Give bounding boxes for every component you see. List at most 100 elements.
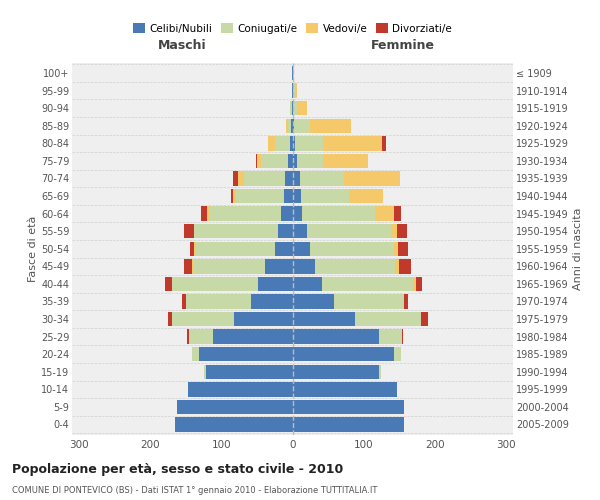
Bar — [293, 312, 355, 326]
Bar — [194, 242, 293, 256]
Bar — [293, 242, 408, 256]
Bar — [293, 400, 404, 414]
Bar — [177, 400, 293, 414]
Bar — [165, 276, 293, 291]
Bar — [292, 66, 293, 80]
Bar — [275, 136, 293, 150]
Bar — [293, 312, 421, 326]
Bar — [293, 400, 404, 414]
Bar — [293, 136, 386, 150]
Bar — [168, 312, 293, 326]
Bar — [293, 84, 295, 98]
Bar — [187, 330, 293, 344]
Bar — [233, 172, 293, 185]
Bar — [293, 118, 351, 133]
Bar — [293, 382, 397, 396]
Bar — [201, 206, 293, 221]
Bar — [293, 172, 400, 185]
Bar — [292, 101, 293, 116]
Bar — [186, 294, 293, 308]
Bar — [209, 206, 293, 221]
Bar — [190, 330, 293, 344]
Bar — [293, 136, 295, 150]
Bar — [293, 154, 368, 168]
Bar — [293, 294, 403, 308]
Bar — [196, 242, 293, 256]
Bar — [293, 259, 411, 274]
Bar — [293, 206, 375, 221]
Bar — [256, 154, 293, 168]
Bar — [188, 330, 293, 344]
Bar — [293, 364, 381, 379]
Bar — [293, 172, 299, 185]
Bar — [293, 276, 422, 291]
Bar — [292, 84, 293, 98]
Bar — [293, 347, 401, 362]
Bar — [281, 206, 293, 221]
Bar — [194, 224, 293, 238]
Bar — [175, 418, 293, 432]
Bar — [184, 224, 293, 238]
Bar — [172, 276, 293, 291]
Bar — [259, 276, 293, 291]
Bar — [188, 382, 293, 396]
Bar — [177, 400, 293, 414]
Bar — [293, 118, 310, 133]
Bar — [265, 259, 293, 274]
Bar — [293, 66, 294, 80]
Bar — [293, 136, 323, 150]
Bar — [177, 400, 293, 414]
Bar — [293, 101, 307, 116]
Bar — [236, 189, 293, 203]
Bar — [278, 224, 293, 238]
Bar — [293, 259, 315, 274]
Bar — [293, 259, 395, 274]
Bar — [293, 347, 401, 362]
Bar — [293, 330, 403, 344]
Bar — [293, 294, 404, 308]
Bar — [268, 136, 293, 150]
Bar — [293, 312, 428, 326]
Bar — [293, 154, 323, 168]
Bar — [293, 224, 407, 238]
Bar — [293, 259, 399, 274]
Bar — [293, 382, 397, 396]
Bar — [234, 312, 293, 326]
Bar — [293, 382, 397, 396]
Bar — [293, 418, 404, 432]
Bar — [268, 136, 293, 150]
Bar — [293, 154, 368, 168]
Bar — [257, 154, 293, 168]
Text: Maschi: Maschi — [158, 39, 206, 52]
Bar — [194, 224, 293, 238]
Bar — [293, 189, 383, 203]
Bar — [293, 172, 344, 185]
Bar — [293, 224, 397, 238]
Bar — [188, 382, 293, 396]
Bar — [193, 259, 293, 274]
Bar — [175, 418, 293, 432]
Bar — [204, 364, 293, 379]
Bar — [293, 101, 307, 116]
Bar — [293, 347, 394, 362]
Bar — [293, 382, 397, 396]
Bar — [293, 330, 402, 344]
Bar — [293, 101, 297, 116]
Bar — [190, 242, 293, 256]
Bar — [251, 294, 293, 308]
Bar — [286, 172, 293, 185]
Bar — [207, 206, 293, 221]
Bar — [238, 172, 293, 185]
Bar — [192, 347, 293, 362]
Bar — [292, 66, 293, 80]
Bar — [292, 84, 293, 98]
Bar — [293, 418, 404, 432]
Bar — [286, 118, 293, 133]
Bar — [204, 364, 293, 379]
Bar — [177, 400, 293, 414]
Bar — [284, 189, 293, 203]
Bar — [286, 118, 293, 133]
Y-axis label: Anni di nascita: Anni di nascita — [573, 208, 583, 290]
Bar — [293, 224, 391, 238]
Bar — [293, 400, 404, 414]
